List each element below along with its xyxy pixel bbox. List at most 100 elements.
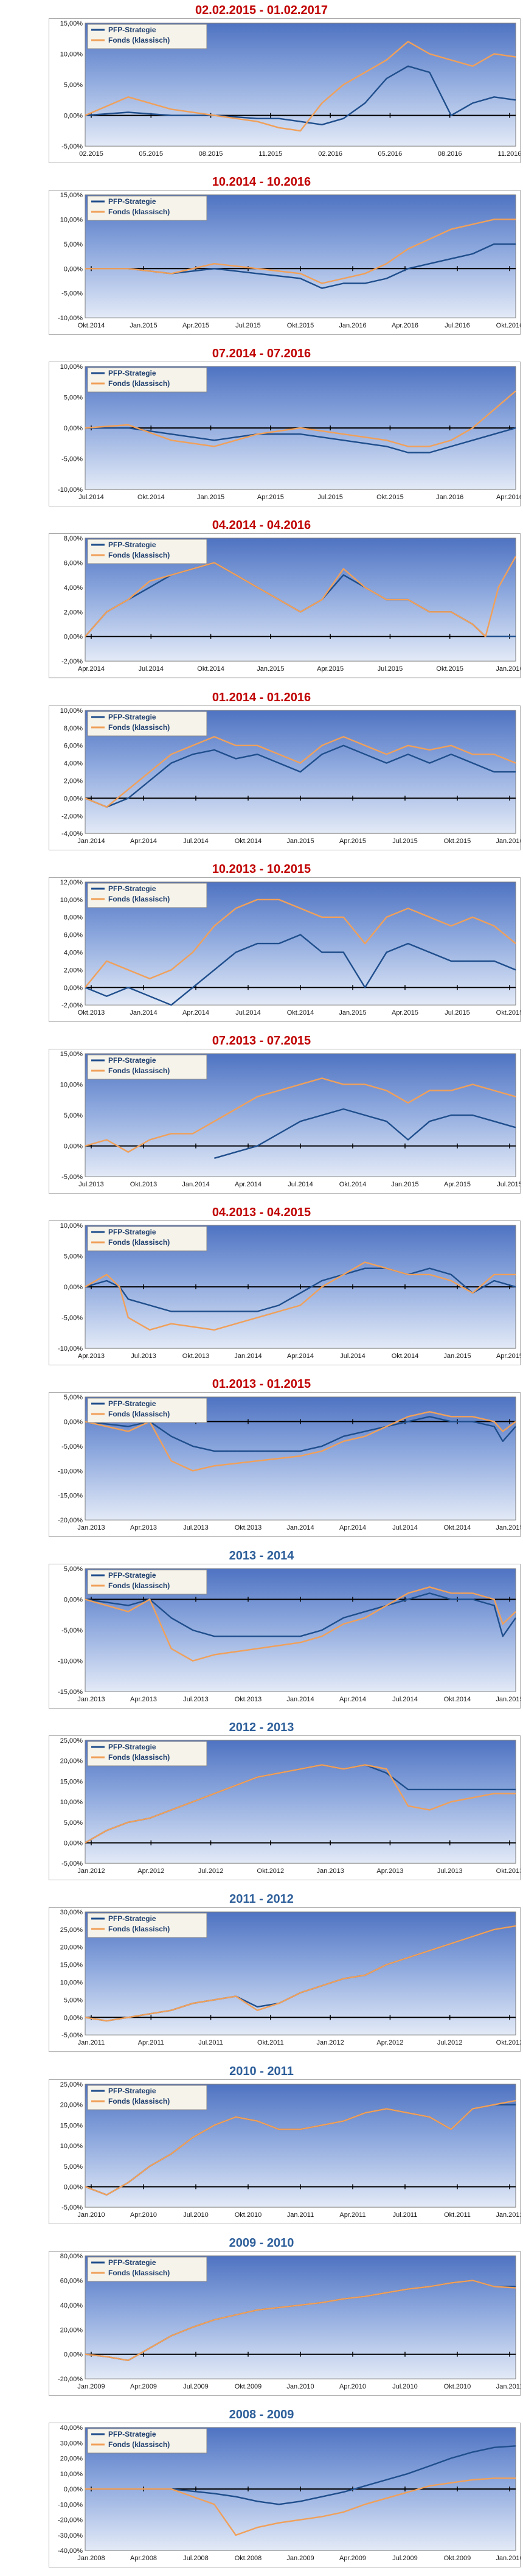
x-tick-label: Jul.2014 <box>392 1524 418 1531</box>
x-tick-label: Okt.2014 <box>137 494 165 501</box>
legend: PFP-Strategie Fonds (klassisch) <box>87 1741 207 1766</box>
legend-label: PFP-Strategie <box>108 713 156 721</box>
y-tick-label: 10,00% <box>60 1222 83 1230</box>
line-chart: 15,00%10,00%5,00%0,00%-5,00%-10,00%Okt.2… <box>49 190 521 335</box>
x-tick-label: Okt.2014 <box>78 322 105 329</box>
y-tick-label: 25,00% <box>60 2081 83 2088</box>
y-tick-label: 10,00% <box>60 1799 83 1806</box>
line-chart: 30,00% 25,00% 20,00% 15,00% 10,00% 5,00% 0,00%… <box>49 1907 521 2053</box>
chart-title: 2008 - 2009 <box>229 2407 294 2421</box>
y-tick-label: -15,00% <box>58 1493 83 1500</box>
x-tick-label: Jul.2014 <box>183 838 209 845</box>
line-chart: 80,00%60,00%40,00%20,00%0,00%-20,00%Jan.… <box>49 2250 521 2396</box>
y-tick-label: -5,00% <box>61 2032 83 2040</box>
x-tick-label: Jan.2010 <box>496 2555 521 2562</box>
y-tick-label: -40,00% <box>58 2547 83 2555</box>
y-tick-label: -5,00% <box>61 2204 83 2211</box>
x-tick-label: Apr.2011 <box>339 2211 365 2219</box>
y-tick-label: 30,00% <box>60 2440 83 2447</box>
chart-title: 01.2014 - 01.2016 <box>212 690 311 704</box>
y-tick-label: 10,00% <box>60 1979 83 1987</box>
x-tick-label: 11.2016 <box>498 150 521 158</box>
y-tick-label: 5,00% <box>64 1112 83 1119</box>
series-line-strategy <box>214 1108 516 1159</box>
chart-title: 2013 - 2014 <box>229 1549 294 1563</box>
x-tick-label: Apr.2014 <box>78 666 105 673</box>
series-line-strategy <box>85 65 516 125</box>
y-tick-label: 10,00% <box>60 897 83 904</box>
series-line-fund <box>85 1261 516 1331</box>
x-tick-label: Jan.2016 <box>496 838 521 845</box>
y-tick-label: -2,00% <box>61 659 83 666</box>
x-tick-label: Jan.2009 <box>286 2555 314 2562</box>
x-tick-label: Jul.2015 <box>445 1009 470 1017</box>
x-tick-label: Jan.2014 <box>77 838 105 845</box>
y-tick-label: 30,00% <box>60 1909 83 1916</box>
legend: PFP-Strategie Fonds (klassisch) <box>87 1913 207 1938</box>
x-tick-label: Jan.2016 <box>436 494 463 501</box>
y-tick-label: -5,00% <box>61 456 83 463</box>
x-tick-label: Jul.2015 <box>235 322 261 329</box>
y-tick-label: 0,00% <box>64 2183 83 2191</box>
x-tick-label: Apr.2010 <box>130 2211 157 2219</box>
legend-label: Fonds (klassisch) <box>108 2269 170 2277</box>
series-line-fund <box>85 556 517 638</box>
x-tick-label: Jan.2015 <box>339 1009 366 1017</box>
chart-panel: 01.2014 - 01.2016 10,00% 8,00% 6,00% 4,00% 2,… <box>0 687 523 859</box>
x-tick-label: Okt.2014 <box>287 1009 314 1017</box>
legend-label: Fonds (klassisch) <box>108 723 170 732</box>
x-tick-label: Okt.2011 <box>444 2211 471 2219</box>
series-line-fund <box>85 898 516 988</box>
x-tick-label: Okt.2013 <box>182 1353 210 1360</box>
y-tick-label: 20,00% <box>60 1758 83 1765</box>
x-tick-label: Apr.2015 <box>496 1353 521 1360</box>
y-tick-label: 5,00% <box>64 1253 83 1260</box>
x-tick-label: Apr.2015 <box>339 838 366 845</box>
series-line-fund <box>85 41 516 132</box>
series-line-fund <box>85 2477 516 2536</box>
series-line-strategy <box>85 427 516 453</box>
x-tick-label: Apr.2014 <box>235 1181 262 1188</box>
x-tick-label: Jul.2013 <box>183 1696 209 1703</box>
y-tick-label: -15,00% <box>58 1689 83 1696</box>
x-tick-label: Apr.2008 <box>130 2555 157 2562</box>
x-tick-label: Apr.2013 <box>130 1696 157 1703</box>
chart-title: 2012 - 2013 <box>229 1721 294 1735</box>
x-tick-label: Jan.2015 <box>257 666 284 673</box>
chart-title: 01.2013 - 01.2015 <box>212 1377 311 1391</box>
x-tick-label: Okt.2014 <box>235 838 262 845</box>
legend-label: PFP-Strategie <box>108 1228 156 1236</box>
x-tick-label: Jul.2010 <box>392 2383 418 2390</box>
legend-label: PFP-Strategie <box>108 2087 156 2095</box>
y-tick-label: -4,00% <box>61 830 83 838</box>
y-tick-label: -2,00% <box>61 1002 83 1009</box>
x-tick-label: Jul.2009 <box>392 2555 418 2562</box>
x-tick-label: Jan.2012 <box>496 2211 521 2219</box>
legend-label: Fonds (klassisch) <box>108 36 170 44</box>
series-line-fund <box>85 2099 516 2196</box>
chart-panel: 10.2014 - 10.2016 15,00% 10,00% 5,00% 0,00% -… <box>0 172 523 343</box>
x-tick-label: Jul.2013 <box>78 1181 104 1188</box>
x-tick-label: 08.2016 <box>438 150 462 158</box>
y-tick-label: 10,00% <box>60 51 83 58</box>
x-tick-label: Apr.2016 <box>496 494 521 501</box>
y-tick-label: 0,00% <box>64 2351 83 2358</box>
x-tick-label: Okt.2012 <box>257 1867 285 1875</box>
legend-label: PFP-Strategie <box>108 2430 156 2438</box>
legend: PFP-Strategie Fonds (klassisch) <box>87 2428 207 2454</box>
y-tick-label: 80,00% <box>60 2253 83 2260</box>
y-tick-label: 5,00% <box>64 1819 83 1827</box>
legend-label: PFP-Strategie <box>108 197 156 206</box>
legend-label: PFP-Strategie <box>108 1743 156 1751</box>
x-tick-label: Jul.2009 <box>183 2383 209 2390</box>
x-tick-label: Jul.2014 <box>78 494 104 501</box>
y-tick-label: -10,00% <box>58 1468 83 1475</box>
chart-panel: 2009 - 2010 80,00% 60,00% 40,00% 20,00% 0,00%… <box>0 2233 523 2404</box>
x-tick-label: Jul.2014 <box>340 1353 365 1360</box>
x-tick-label: Jul.2014 <box>235 1009 261 1017</box>
legend: PFP-Strategie Fonds (klassisch) <box>87 711 207 737</box>
x-tick-label: Okt.2015 <box>287 322 314 329</box>
x-tick-label: Apr.2015 <box>444 1181 471 1188</box>
y-tick-label: 6,00% <box>64 931 83 939</box>
